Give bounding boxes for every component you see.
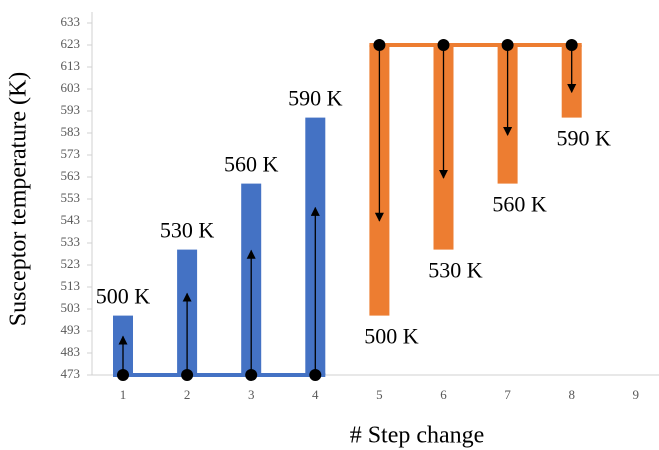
y-tick-label: 543: [61, 212, 81, 227]
value-label: 590 K: [288, 86, 343, 111]
y-tick-label: 553: [61, 190, 81, 205]
base-dot: [309, 369, 322, 381]
y-tick-label: 513: [61, 278, 81, 293]
x-tick-label: 3: [248, 387, 255, 402]
x-tick-label: 5: [376, 387, 383, 402]
value-label: 500 K: [364, 324, 419, 349]
base-dot: [373, 39, 386, 51]
y-tick-label: 623: [61, 36, 81, 51]
value-label: 500 K: [96, 284, 151, 309]
y-tick-label: 593: [61, 102, 81, 117]
y-tick-label: 473: [61, 366, 81, 381]
y-tick-label: 483: [61, 344, 81, 359]
y-tick-label: 603: [61, 80, 81, 95]
base-dot: [245, 369, 258, 381]
base-dot: [437, 39, 450, 51]
y-tick-label: 533: [61, 234, 81, 249]
x-tick-label: 1: [120, 387, 127, 402]
value-label: 530 K: [160, 218, 215, 243]
base-dot: [565, 39, 578, 51]
x-tick-label: 4: [312, 387, 319, 402]
y-tick-label: 573: [61, 146, 81, 161]
y-tick-label: 563: [61, 168, 81, 183]
y-tick-label: 613: [61, 58, 81, 73]
value-label: 590 K: [557, 126, 612, 151]
value-label: 560 K: [224, 152, 279, 177]
value-label: 560 K: [492, 192, 547, 217]
y-axis-title: Susceptor temperature (K): [6, 72, 32, 327]
y-tick-label: 493: [61, 322, 81, 337]
y-tick-label: 523: [61, 256, 81, 271]
x-tick-label: 7: [504, 387, 511, 402]
y-tick-label: 583: [61, 124, 81, 139]
base-dot: [501, 39, 514, 51]
x-axis-title: # Step change: [350, 423, 485, 449]
x-tick-label: 6: [440, 387, 447, 402]
x-tick-label: 8: [568, 387, 575, 402]
x-tick-label: 2: [184, 387, 191, 402]
y-tick-label: 633: [61, 14, 81, 29]
y-tick-label: 503: [61, 300, 81, 315]
base-dot: [181, 369, 194, 381]
x-tick-label: 9: [633, 387, 640, 402]
value-label: 530 K: [428, 258, 483, 283]
base-dot: [117, 369, 129, 381]
